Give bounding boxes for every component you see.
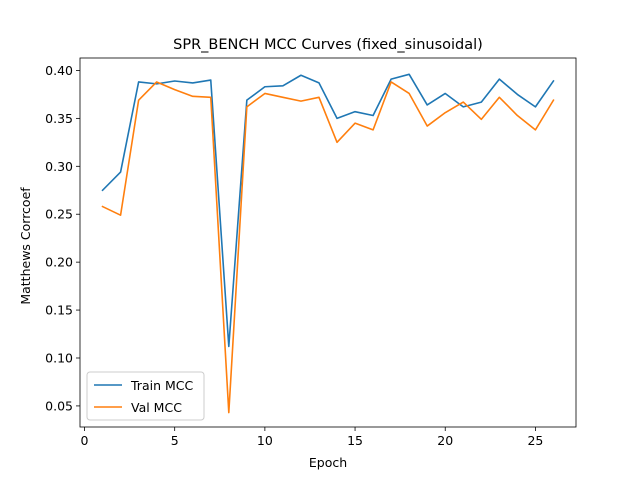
y-tick-label: 0.35 (45, 111, 73, 126)
y-tick-label: 0.05 (45, 398, 73, 413)
y-tick-label: 0.25 (45, 207, 73, 222)
legend-box (86, 371, 205, 421)
series-line-val-mcc (101, 81, 555, 414)
y-axis-label: Matthews Corrcoef (18, 187, 33, 305)
x-tick-label: 25 (527, 433, 543, 448)
series-layer (101, 73, 555, 414)
x-tick-label: 10 (257, 433, 273, 448)
x-axis-label: Epoch (309, 455, 347, 470)
legend-label-val: Val MCC (131, 400, 182, 415)
legend: Train MCC Val MCC (86, 371, 205, 421)
x-axis: 0 5 10 15 20 25 (81, 427, 543, 448)
series-line-train-mcc (101, 73, 555, 348)
x-tick-label: 0 (81, 433, 89, 448)
x-tick-label: 20 (437, 433, 453, 448)
y-axis: 0.05 0.10 0.15 0.20 0.25 0.30 0.35 0.40 (45, 63, 80, 413)
y-tick-label: 0.20 (45, 255, 73, 270)
y-tick-label: 0.40 (45, 63, 73, 78)
x-tick-label: 15 (347, 433, 363, 448)
axes-frame (79, 57, 577, 428)
y-tick-label: 0.30 (45, 159, 73, 174)
legend-label-train: Train MCC (130, 378, 193, 393)
y-tick-label: 0.10 (45, 350, 73, 365)
x-tick-label: 5 (171, 433, 179, 448)
chart-title: SPR_BENCH MCC Curves (fixed_sinusoidal) (173, 37, 483, 53)
y-tick-label: 0.15 (45, 303, 73, 318)
